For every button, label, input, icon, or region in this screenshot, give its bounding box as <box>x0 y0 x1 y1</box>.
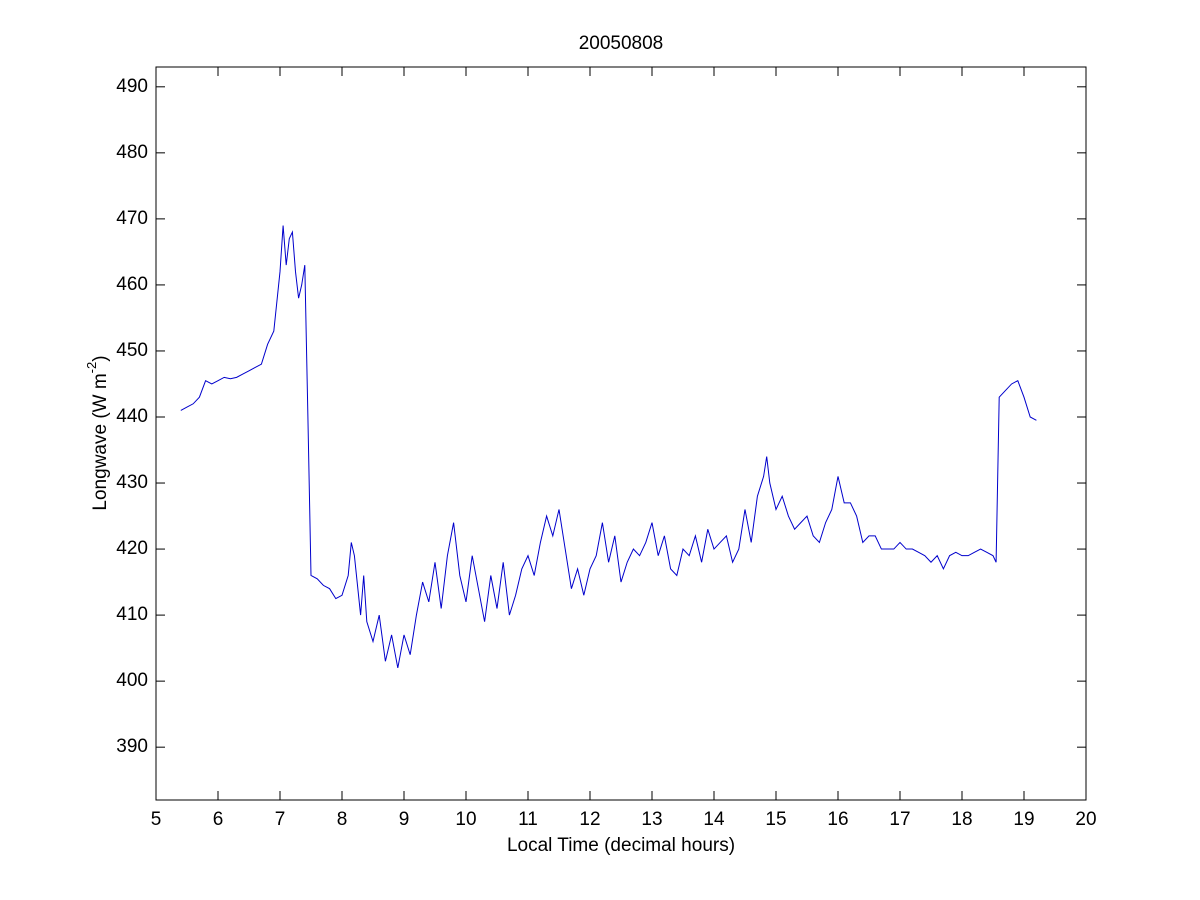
y-tick-label: 490 <box>116 76 148 97</box>
y-label-suffix: ) <box>90 355 111 361</box>
x-tick-label: 20 <box>1075 809 1096 830</box>
data-line <box>180 225 1037 669</box>
x-tick-label: 19 <box>1013 809 1034 830</box>
y-tick-label: 440 <box>116 406 148 427</box>
y-tick-label: 470 <box>116 208 148 229</box>
x-tick-label: 14 <box>703 809 725 830</box>
x-tick-label: 15 <box>765 809 786 830</box>
x-tick-label: 7 <box>275 809 286 830</box>
y-tick-label: 480 <box>116 142 148 163</box>
y-tick-label: 400 <box>116 670 148 691</box>
y-label-sup: -2 <box>84 362 99 374</box>
x-tick-label: 12 <box>579 809 600 830</box>
y-tick-label: 450 <box>116 340 148 361</box>
x-tick-label: 18 <box>951 809 972 830</box>
x-tick-label: 10 <box>455 809 476 830</box>
x-tick-label: 16 <box>827 809 848 830</box>
x-tick-label: 13 <box>641 809 662 830</box>
y-tick-label: 460 <box>116 274 148 295</box>
x-tick-label: 5 <box>151 809 162 830</box>
x-tick-label: 17 <box>889 809 910 830</box>
x-tick-label: 9 <box>399 809 410 830</box>
y-label-text: Longwave (W m <box>90 373 111 510</box>
x-axis-label: Local Time (decimal hours) <box>507 835 735 856</box>
x-tick-label: 6 <box>213 809 224 830</box>
y-axis-label: Longwave (W m-2) <box>84 355 111 510</box>
x-tick-label: 11 <box>518 809 538 830</box>
x-tick-label: 8 <box>337 809 348 830</box>
y-tick-label: 420 <box>116 538 148 559</box>
y-tick-label: 430 <box>116 472 148 493</box>
chart-title: 20050808 <box>579 33 664 54</box>
y-tick-label: 390 <box>116 736 148 757</box>
plot-frame <box>155 66 1087 801</box>
y-tick-label: 410 <box>116 604 148 625</box>
